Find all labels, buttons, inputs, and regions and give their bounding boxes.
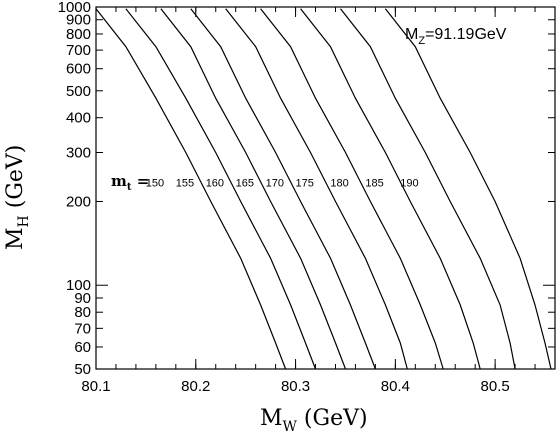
y-tick-label: 800 [66, 26, 91, 43]
x-tick-label: 80.2 [181, 378, 210, 395]
curve-label-175: 175 [296, 178, 314, 190]
x-tick-label: 80.1 [81, 378, 110, 395]
mt-curve-190 [384, 8, 552, 370]
y-tick-label: 70 [74, 320, 91, 337]
y-tick-label: 600 [66, 61, 91, 78]
y-tick-label: 60 [74, 339, 91, 356]
y-tick-label: 90 [74, 290, 91, 307]
curve-label-160: 160 [206, 178, 224, 190]
y-tick-label: 900 [66, 12, 91, 29]
x-axis-title: MW (GeV) [260, 406, 368, 435]
curves: 150 155 160 165 170 175 180 185 190 [95, 8, 552, 370]
y-tick-label: 400 [66, 110, 91, 127]
mz-annotation: MZ=91.19GeV [405, 26, 507, 47]
y-tick-label: 500 [66, 83, 91, 100]
curve-label-170: 170 [266, 178, 284, 190]
y-axis-title: MH (GeV) [3, 145, 32, 250]
y-tick-label: 700 [66, 42, 91, 59]
y-tick-label: 100 [66, 277, 91, 294]
x-tick-label: 80.5 [481, 378, 510, 395]
mt-curve-175 [260, 8, 444, 370]
y-tick-label: 200 [66, 193, 91, 210]
mt-curve-160 [160, 8, 347, 370]
x-tick-label: 80.3 [281, 378, 310, 395]
mt-curve-155 [125, 8, 317, 370]
curve-label-165: 165 [236, 178, 254, 190]
mt-curve-165 [190, 8, 376, 370]
mt-curve-185 [340, 8, 516, 370]
y-tick-label: 50 [74, 361, 91, 378]
curve-label-190: 190 [400, 178, 418, 190]
y-tick-label: 80 [74, 304, 91, 321]
mt-curve-170 [225, 8, 408, 370]
curve-label-185: 185 [365, 178, 383, 190]
plot-frame [95, 6, 556, 370]
mt-curve-150 [95, 8, 287, 370]
curve-label-155: 155 [176, 178, 194, 190]
curve-label-180: 180 [330, 178, 348, 190]
mt-label: mt = [111, 172, 149, 193]
curve-label-150: 150 [146, 178, 164, 190]
mt-curve-180 [300, 8, 481, 370]
y-tick-label: 300 [66, 144, 91, 161]
x-tick-label: 80.4 [381, 378, 410, 395]
y-tick-label: 1000 [58, 0, 91, 16]
